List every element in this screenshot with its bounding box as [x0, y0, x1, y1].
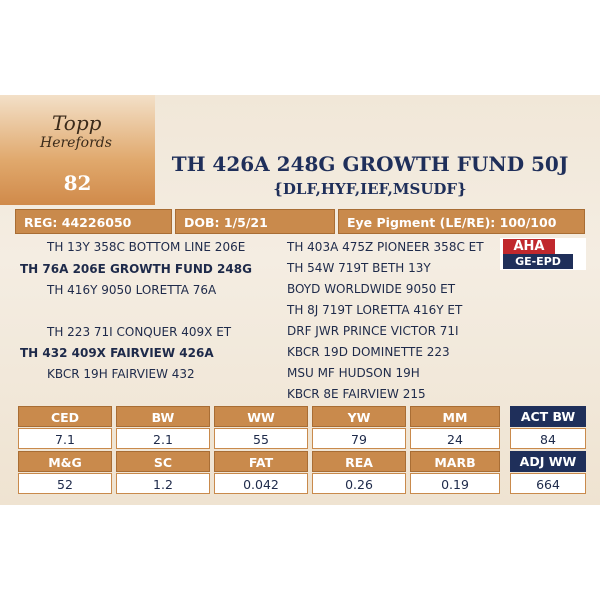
- title: TH 426A 248G GROWTH FUND 50J: [171, 152, 569, 176]
- logo-bottom: Herefords: [40, 135, 112, 151]
- epd-header: YW: [312, 406, 406, 427]
- pedigree-entry: KBCR 19D DOMINETTE 223: [287, 345, 450, 359]
- pedigree-entry: TH 403A 475Z PIONEER 358C ET: [287, 240, 484, 254]
- pedigree-entry: MSU MF HUDSON 19H: [287, 366, 420, 380]
- info-cell: Eye Pigment (LE/RE): 100/100: [338, 209, 585, 234]
- badge-bottom: GE-EPD: [503, 254, 573, 269]
- pedigree-entry: KBCR 8E FAIRVIEW 215: [287, 387, 426, 401]
- weight-header: ACT BW: [510, 406, 586, 427]
- epd-value: 0.042: [214, 473, 308, 494]
- lot-number: 82: [63, 171, 92, 195]
- pedigree-entry: DRF JWR PRINCE VICTOR 71I: [287, 324, 459, 338]
- logo-box: Topp Herefords 82: [0, 95, 155, 205]
- pedigree-entry: TH 13Y 358C BOTTOM LINE 206E: [47, 240, 246, 254]
- epd-value: 79: [312, 428, 406, 449]
- pedigree-entry: TH 223 71I CONQUER 409X ET: [47, 325, 232, 339]
- epd-value: 24: [410, 428, 500, 449]
- epd-header: SC: [116, 451, 210, 472]
- pedigree-entry: TH 432 409X FAIRVIEW 426A: [20, 346, 214, 360]
- epd-value: 0.26: [312, 473, 406, 494]
- pedigree-entry: BOYD WORLDWIDE 9050 ET: [287, 282, 456, 296]
- weight-value: 84: [510, 428, 586, 449]
- badge: AHA GE-EPD: [500, 238, 586, 270]
- badge-top: AHA: [503, 239, 555, 254]
- pedigree-entry: TH 416Y 9050 LORETTA 76A: [47, 283, 217, 297]
- weight-value: 664: [510, 473, 586, 494]
- subtitle: {DLF,HYF,IEF,MSUDF}: [273, 180, 467, 198]
- epd-header: WW: [214, 406, 308, 427]
- epd-header: CED: [18, 406, 112, 427]
- epd-value: 2.1: [116, 428, 210, 449]
- info-cell: DOB: 1/5/21: [175, 209, 335, 234]
- epd-value: 52: [18, 473, 112, 494]
- epd-value: 55: [214, 428, 308, 449]
- logo-top: Topp: [52, 111, 102, 135]
- pedigree-entry: KBCR 19H FAIRVIEW 432: [47, 367, 195, 381]
- epd-value: 1.2: [116, 473, 210, 494]
- epd-header: BW: [116, 406, 210, 427]
- epd-value: 0.19: [410, 473, 500, 494]
- epd-header: MARB: [410, 451, 500, 472]
- epd-header: M&G: [18, 451, 112, 472]
- epd-value: 7.1: [18, 428, 112, 449]
- weight-header: ADJ WW: [510, 451, 586, 472]
- pedigree-entry: TH 8J 719T LORETTA 416Y ET: [287, 303, 463, 317]
- pedigree-entry: TH 54W 719T BETH 13Y: [287, 261, 431, 275]
- pedigree-entry: TH 76A 206E GROWTH FUND 248G: [20, 262, 252, 276]
- info-cell: REG: 44226050: [15, 209, 172, 234]
- epd-header: FAT: [214, 451, 308, 472]
- epd-header: MM: [410, 406, 500, 427]
- epd-header: REA: [312, 451, 406, 472]
